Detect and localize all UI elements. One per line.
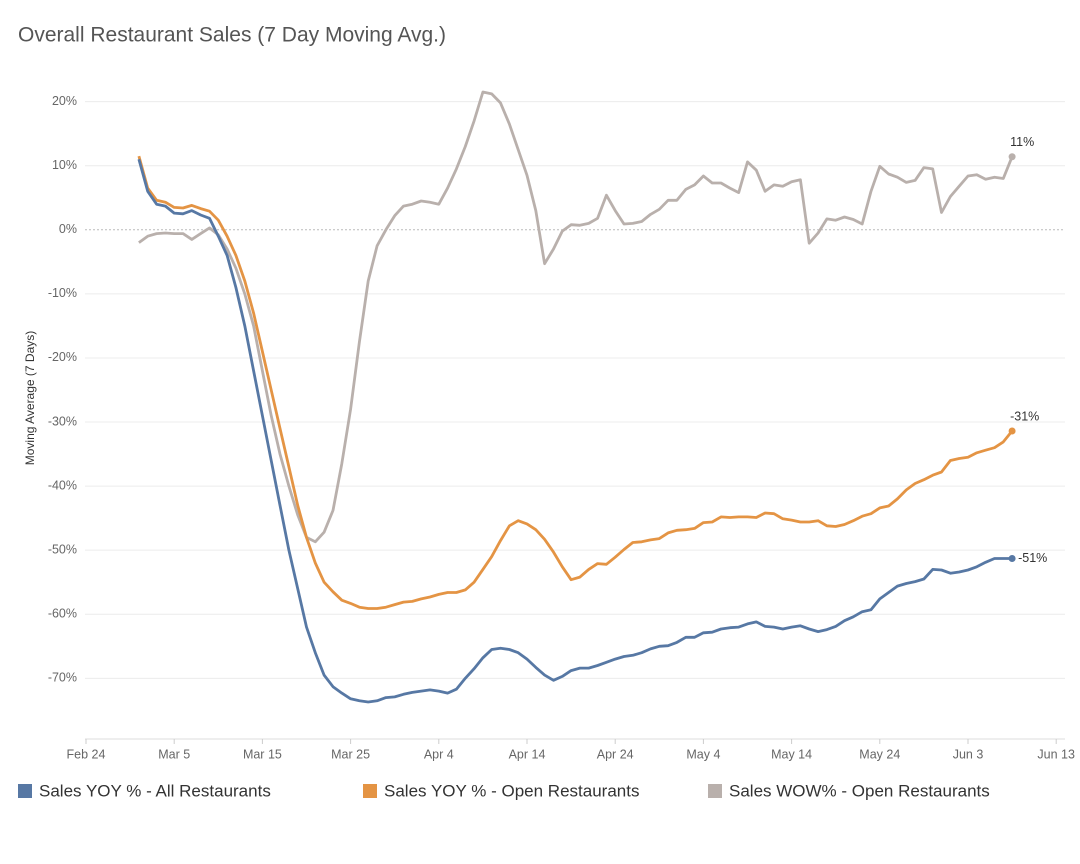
x-tick-label: Mar 5: [158, 747, 190, 761]
chart-title: Overall Restaurant Sales (7 Day Moving A…: [18, 24, 446, 47]
x-tick-label: Apr 4: [424, 747, 454, 761]
legend-label: Sales WOW% - Open Restaurants: [729, 781, 990, 800]
x-tick-label: Feb 24: [67, 747, 106, 761]
value-label: -31%: [1010, 409, 1039, 423]
value-label: -51%: [1018, 551, 1047, 565]
y-tick-label: -20%: [48, 350, 77, 364]
x-tick-label: Jun 3: [953, 747, 984, 761]
y-tick-label: -10%: [48, 286, 77, 300]
y-tick-label: -50%: [48, 542, 77, 556]
legend-label: Sales YOY % - All Restaurants: [39, 781, 271, 800]
y-tick-label: -30%: [48, 414, 77, 428]
end-point: [1008, 555, 1016, 563]
end-point: [1008, 427, 1016, 435]
y-tick-label: 0%: [59, 222, 77, 236]
y-tick-label: -60%: [48, 607, 77, 621]
series-line: [137, 158, 1013, 704]
x-tick-label: Apr 14: [509, 747, 546, 761]
end-point: [1008, 153, 1016, 161]
x-tick-label: May 4: [686, 747, 720, 761]
series-line: [138, 90, 1014, 544]
y-tick-label: -40%: [48, 478, 77, 492]
x-tick-label: May 14: [771, 747, 812, 761]
x-tick-label: Mar 25: [331, 747, 370, 761]
legend-swatch: [708, 784, 722, 798]
y-tick-label: 20%: [52, 94, 77, 108]
y-tick-label: 10%: [52, 158, 77, 172]
legend-swatch: [18, 784, 32, 798]
x-tick-label: Apr 24: [597, 747, 634, 761]
value-label: 11%: [1010, 135, 1034, 149]
x-tick-label: May 24: [859, 747, 900, 761]
y-tick-label: -70%: [48, 671, 77, 685]
legend-swatch: [363, 784, 377, 798]
y-axis-label: Moving Average (7 Days): [23, 331, 37, 466]
legend-label: Sales YOY % - Open Restaurants: [384, 781, 639, 800]
x-tick-label: Jun 13: [1037, 747, 1075, 761]
x-tick-label: Mar 15: [243, 747, 282, 761]
series-line: [137, 155, 1014, 610]
